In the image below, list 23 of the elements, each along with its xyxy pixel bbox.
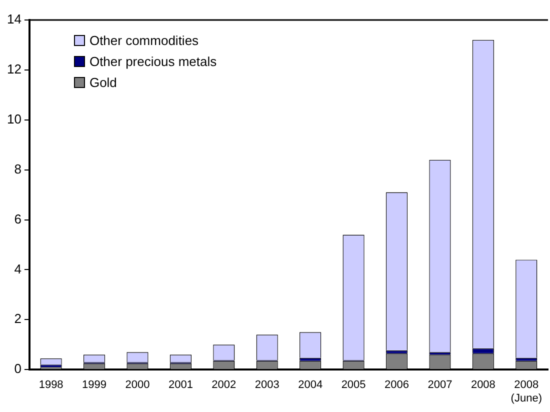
y-tick-label: 12 bbox=[6, 62, 22, 77]
legend-label: Other precious metals bbox=[89, 54, 217, 69]
x-tick-label: 2005 bbox=[341, 379, 366, 392]
x-tick-label: 2007 bbox=[428, 379, 452, 392]
y-tick-label: 2 bbox=[14, 311, 22, 326]
y-tick-label: 0 bbox=[14, 361, 22, 376]
legend-label: Other commodities bbox=[89, 33, 199, 48]
x-tick-label: 2001 bbox=[168, 379, 193, 392]
y-tick-label: 8 bbox=[14, 161, 22, 176]
y-tick-label: 6 bbox=[14, 211, 22, 226]
x-tick-label: 2004 bbox=[298, 379, 323, 392]
x-tick-label: 1998 bbox=[38, 379, 64, 392]
y-tick-label: 14 bbox=[6, 12, 22, 27]
x-tick-label: 2006 bbox=[384, 379, 409, 392]
x-tick-label: 2002 bbox=[212, 379, 236, 392]
legend-label: Gold bbox=[89, 75, 117, 90]
x-tick-label: 2000 bbox=[125, 379, 150, 392]
x-tick-label: 2003 bbox=[254, 379, 280, 392]
y-tick-label: 10 bbox=[6, 111, 22, 126]
x-tick-label: 2008 bbox=[470, 379, 496, 392]
x-tick-label: 1999 bbox=[82, 379, 107, 392]
x-tick-label: 2008 (June) bbox=[510, 379, 542, 404]
y-tick-label: 4 bbox=[14, 261, 22, 276]
